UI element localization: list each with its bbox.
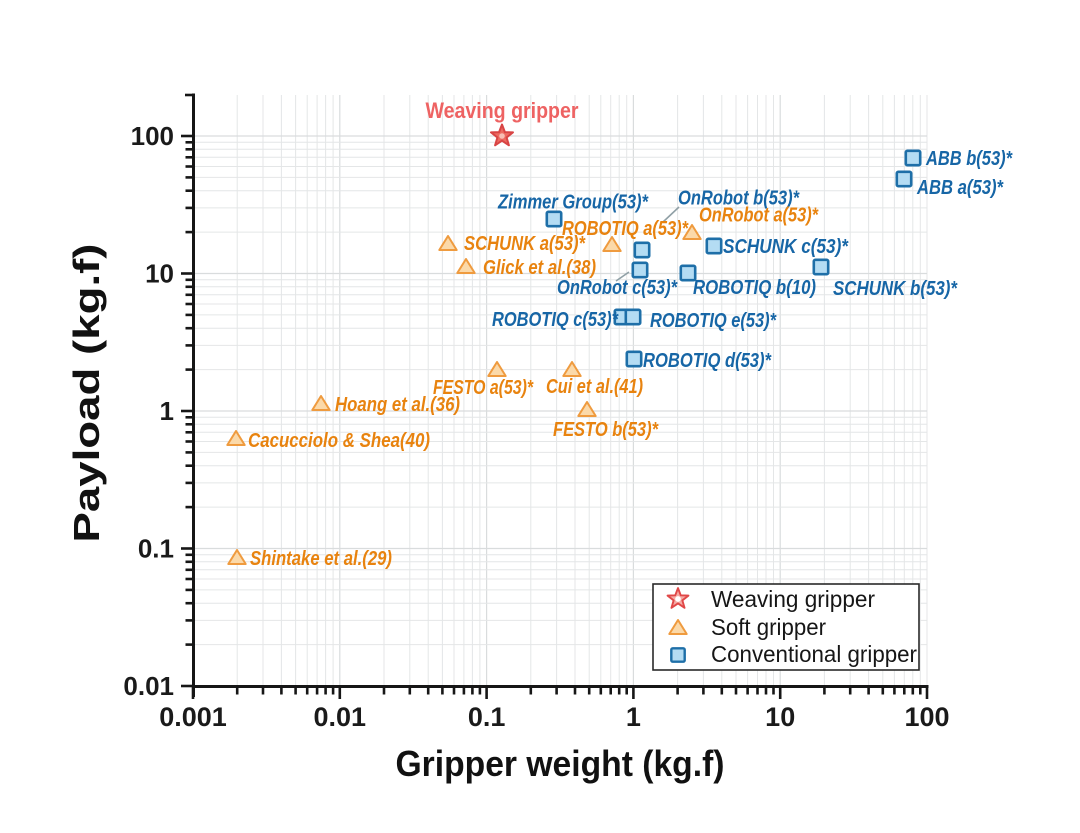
- svg-text:FESTO a(53)*: FESTO a(53)*: [433, 377, 534, 399]
- svg-text:0.01: 0.01: [123, 671, 174, 701]
- svg-text:SCHUNK a(53)*: SCHUNK a(53)*: [464, 233, 586, 255]
- svg-text:ROBOTIQ b(10): ROBOTIQ b(10): [693, 277, 816, 299]
- svg-text:Soft gripper: Soft gripper: [711, 614, 826, 640]
- svg-text:ROBOTIQ a(53)*: ROBOTIQ a(53)*: [562, 218, 689, 240]
- svg-text:10: 10: [145, 259, 174, 289]
- svg-text:0.1: 0.1: [468, 702, 506, 732]
- svg-text:1: 1: [626, 702, 641, 732]
- svg-text:Glick et al.(38): Glick et al.(38): [483, 257, 596, 279]
- svg-text:Gripper weight (kg.f): Gripper weight (kg.f): [396, 743, 725, 784]
- svg-text:ABB b(53)*: ABB b(53)*: [925, 148, 1013, 170]
- svg-text:Weaving gripper: Weaving gripper: [426, 98, 579, 123]
- svg-text:SCHUNK b(53)*: SCHUNK b(53)*: [833, 278, 958, 300]
- svg-text:Conventional gripper: Conventional gripper: [711, 641, 917, 667]
- svg-text:Shintake et al.(29): Shintake et al.(29): [250, 548, 392, 570]
- svg-text:0.001: 0.001: [159, 702, 227, 732]
- svg-text:Cui et al.(41): Cui et al.(41): [546, 376, 643, 398]
- svg-text:Zimmer Group(53)*: Zimmer Group(53)*: [497, 192, 649, 214]
- svg-text:100: 100: [904, 702, 949, 732]
- svg-text:OnRobot b(53)*: OnRobot b(53)*: [678, 188, 800, 210]
- svg-text:OnRobot a(53)*: OnRobot a(53)*: [699, 205, 819, 227]
- svg-text:1: 1: [160, 396, 174, 426]
- svg-text:ROBOTIQ c(53)*: ROBOTIQ c(53)*: [492, 309, 619, 331]
- svg-text:10: 10: [765, 702, 795, 732]
- svg-text:ROBOTIQ e(53)*: ROBOTIQ e(53)*: [650, 310, 777, 332]
- svg-text:100: 100: [131, 121, 174, 151]
- svg-text:0.01: 0.01: [314, 702, 367, 732]
- svg-text:0.1: 0.1: [138, 534, 174, 564]
- svg-text:Payload (kg.f): Payload (kg.f): [66, 244, 107, 543]
- svg-text:ABB a(53)*: ABB a(53)*: [916, 177, 1004, 199]
- svg-text:OnRobot c(53)*: OnRobot c(53)*: [557, 277, 678, 299]
- svg-text:ROBOTIQ d(53)*: ROBOTIQ d(53)*: [643, 350, 772, 372]
- svg-text:SCHUNK c(53)*: SCHUNK c(53)*: [723, 236, 849, 258]
- svg-text:Weaving gripper: Weaving gripper: [711, 586, 875, 612]
- svg-text:FESTO b(53)*: FESTO b(53)*: [553, 419, 659, 441]
- svg-text:Cacucciolo & Shea(40): Cacucciolo & Shea(40): [248, 430, 430, 452]
- svg-text:Hoang et al.(36): Hoang et al.(36): [335, 394, 460, 416]
